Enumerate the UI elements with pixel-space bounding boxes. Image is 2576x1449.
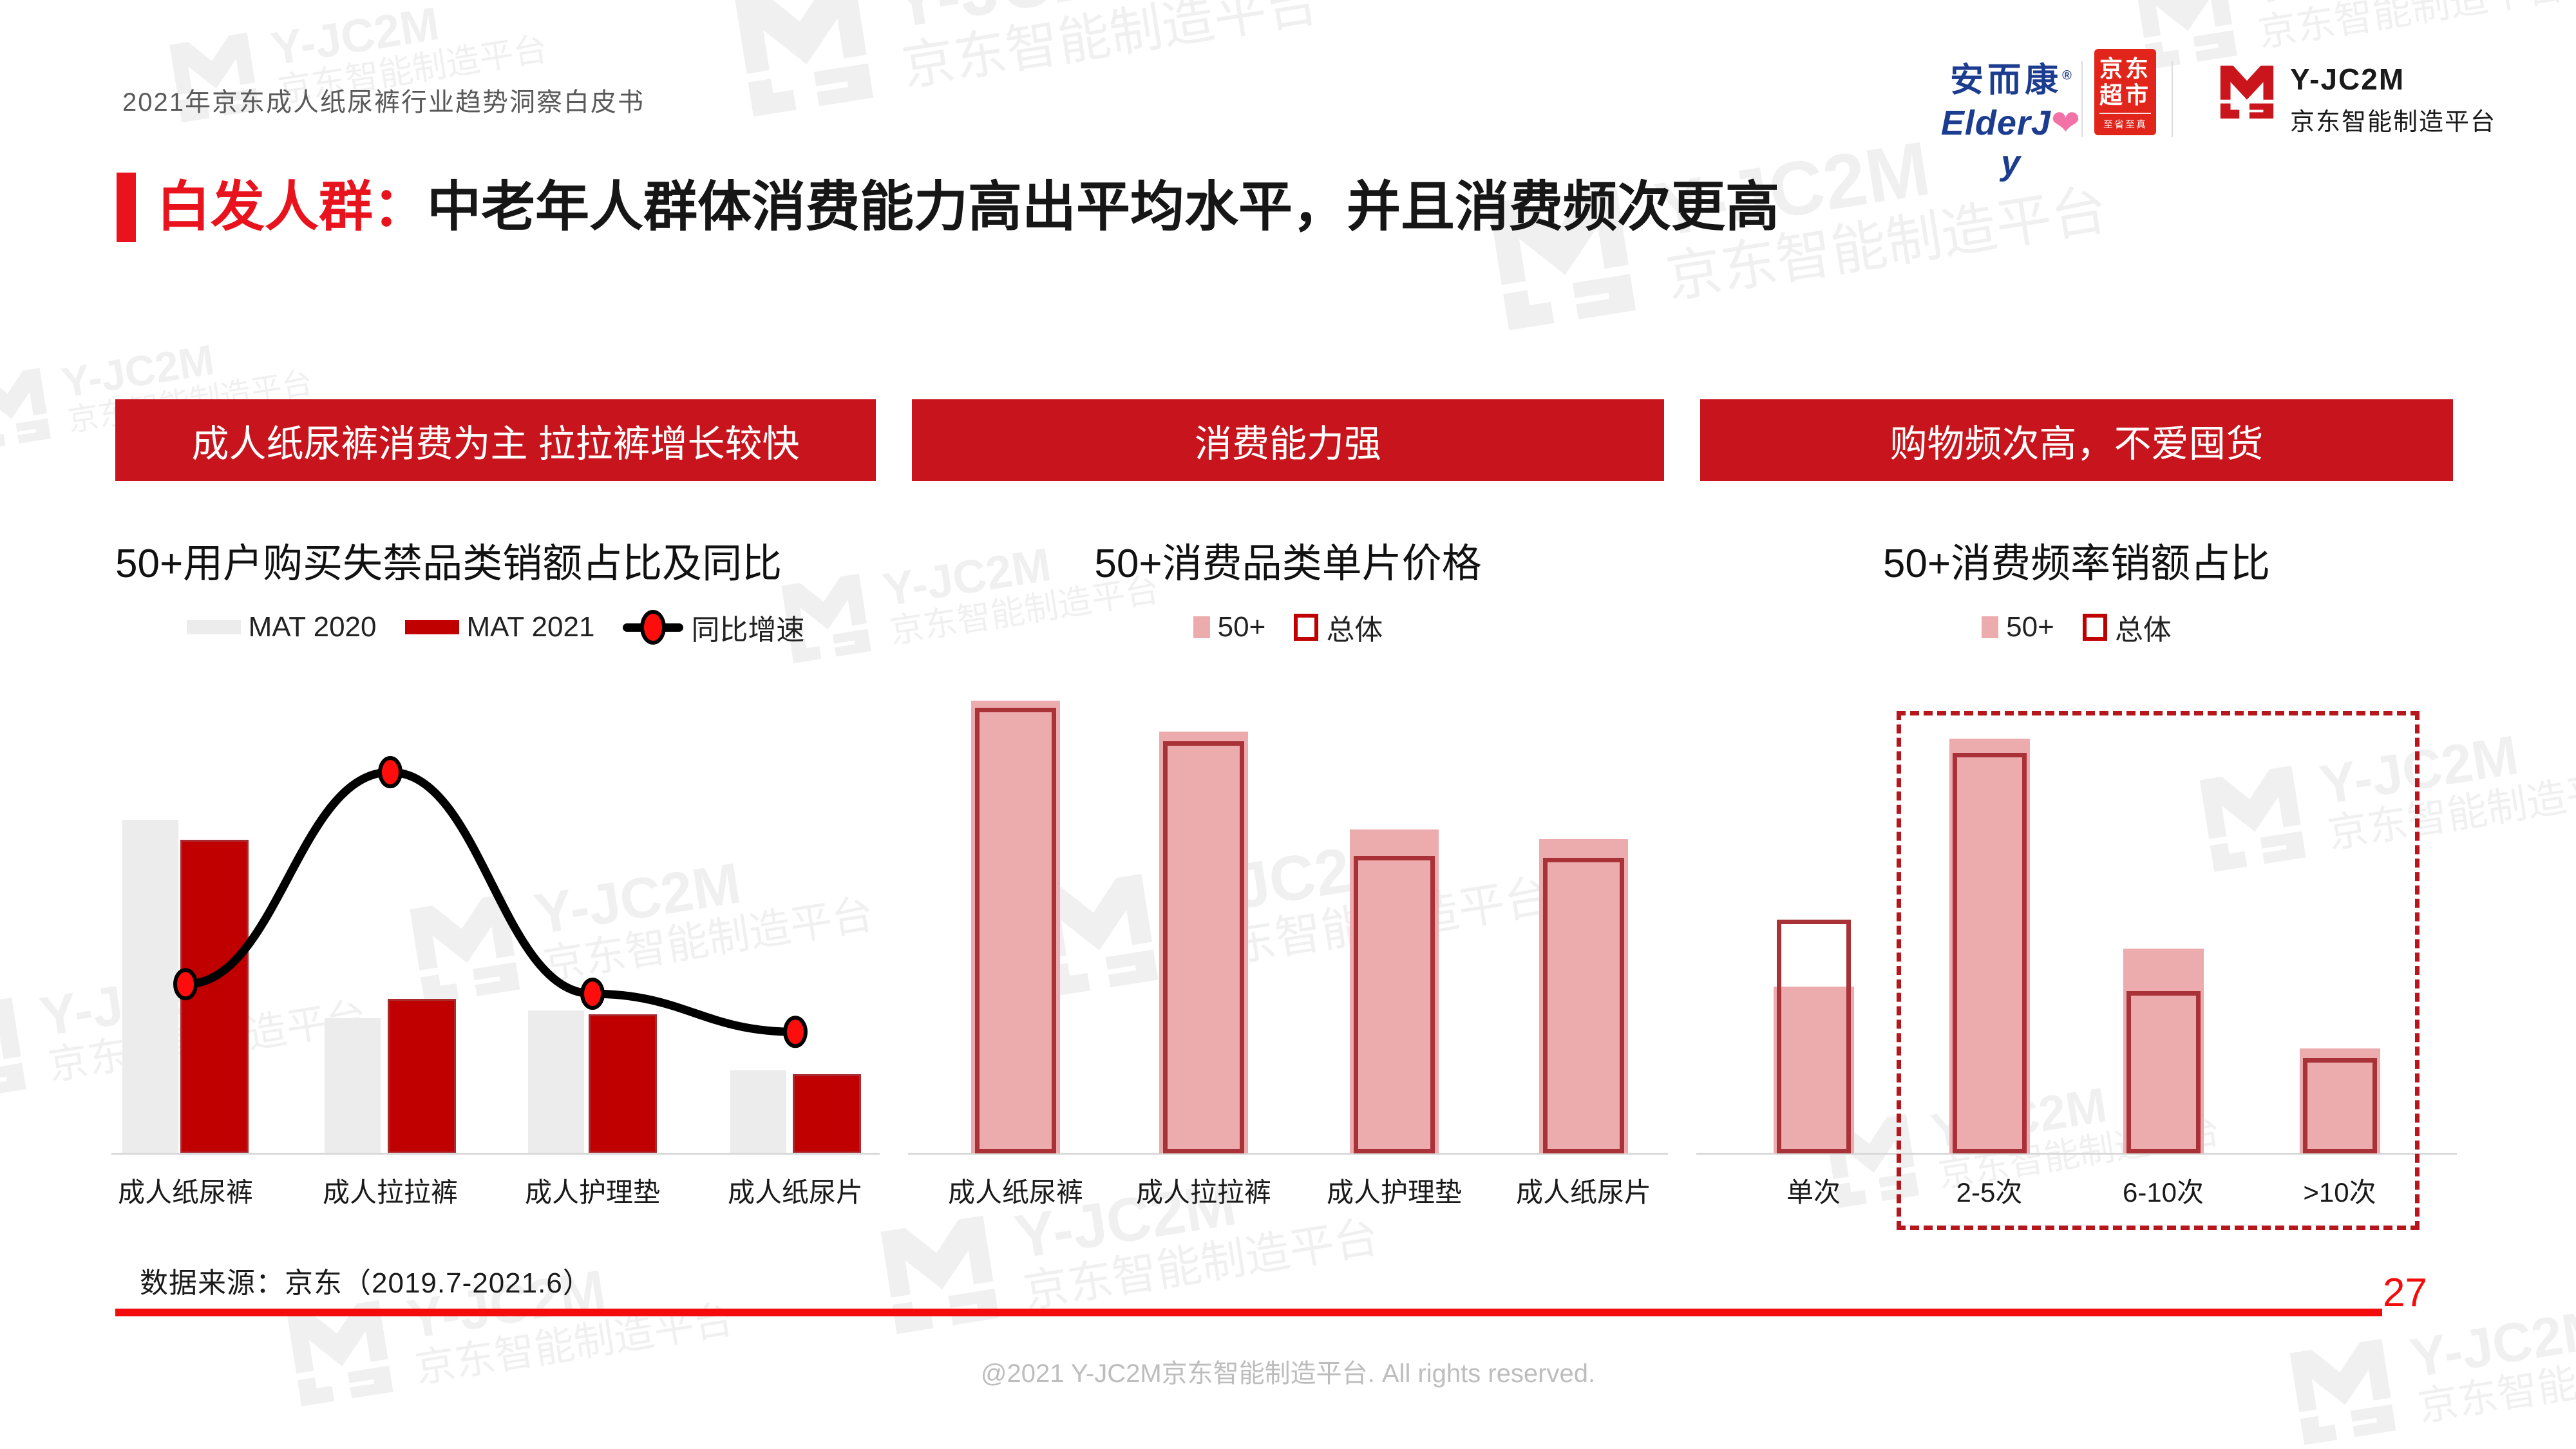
chart1-title: 50+用户购买失禁品类销额占比及同比 [115,542,782,586]
legend-swatch-50plus [1982,616,1999,638]
bar-mat2020 [122,820,178,1153]
bar-50plus [1159,732,1248,1153]
legend-line-icon [623,610,684,645]
bar-mat2020 [325,1018,381,1153]
legend-swatch-overall [1294,614,1319,641]
category-label: 成人护理垫 [1326,1177,1463,1208]
bar-50plus [2123,948,2204,1153]
banner-unit-price: 消费能力强 [912,399,1664,481]
bar-overall [2303,1058,2377,1153]
chart1-legend: MAT 2020 MAT 2021 同比增速 [115,608,876,647]
legend-swatch-50plus [1193,616,1210,638]
bar-50plus [2300,1048,2380,1153]
bar-overall [1163,741,1244,1153]
heading-accent-bar [117,173,136,242]
highlight-dashed-box [1897,711,2420,1230]
elderjoy-cn-label: 安而康® [1950,62,2072,99]
legend-swatch-mat2020 [186,620,241,634]
bar-overall [1953,753,2027,1153]
chart3-title: 50+消费频率销额占比 [1882,542,2271,586]
yjc2m-watermark-logo-icon [0,360,59,457]
chart3-plot [1696,677,2457,1155]
page-title-highlight: 白发人群： [156,176,428,237]
bar-50plus [1350,829,1439,1153]
growth-line-marker [378,756,402,788]
category-label: 成人拉拉裤 [1135,1177,1272,1208]
growth-line-chart [173,756,808,1048]
jd-supermarket-line1: 京东 [2099,55,2151,82]
legend-label-overall: 总体 [1326,614,1383,646]
category-label: 成人纸尿片 [727,1177,864,1208]
category-label: 6-10次 [2122,1177,2204,1208]
category-label: 成人拉拉裤 [322,1177,459,1208]
elderjoy-en-label: ElderJ❤y [1940,104,2081,182]
bar-mat2021 [589,1014,657,1153]
category-label: 成人护理垫 [524,1177,661,1208]
bar-mat2020 [528,1010,584,1153]
category-label: 单次 [1786,1177,1841,1208]
section-frequency: 购物频次高，不爱囤货 50+消费频率销额占比 50+ 总体 单次 2-5次 6-10… [1696,0,2457,1449]
logo-divider [2081,61,2083,137]
page-title: 白发人群：中老年人群体消费能力高出平均水平，并且消费频次更高 [156,169,1779,245]
page-title-text: 中老年人群体消费能力高出平均水平，并且消费频次更高 [427,176,1780,237]
legend-label-growth: 同比增速 [691,614,805,646]
bar-50plus [1949,739,2030,1153]
legend-line-marker-icon [640,610,667,645]
chart1-plot [111,677,880,1155]
legend-label-50plus: 50+ [2006,611,2054,643]
jd-supermarket-line2: 超市 [2099,82,2151,109]
yjc2m-subtitle: 京东智能制造平台 [2290,109,2497,136]
category-label: 成人纸尿裤 [117,1177,254,1208]
bar-50plus [1539,838,1628,1153]
bar-overall [2126,991,2201,1153]
legend-label-50plus: 50+ [1217,611,1266,643]
growth-line-marker [173,968,198,1001]
bar-mat2021 [793,1074,861,1153]
copyright-note: @2021 Y-JC2M京东智能制造平台. All rights reserve… [980,1359,1596,1388]
jd-supermarket-logo: 京东 超市 至省至真 [2094,49,2156,135]
chart2-plot [908,677,1668,1155]
data-source-note: 数据来源：京东（2019.7-2021.6） [140,1267,592,1299]
bar-mat2020 [730,1070,786,1153]
legend-label-overall: 总体 [2114,614,2172,646]
bar-mat2021 [388,998,456,1153]
chart2-category-labels: 成人纸尿裤 成人拉拉裤 成人护理垫 成人纸尿片 [912,1171,1664,1209]
growth-line-marker [783,1016,808,1048]
bar-overall [1354,855,1435,1153]
logo-divider [2172,61,2173,137]
growth-line-marker [580,978,605,1010]
chart2-title: 50+消费品类单片价格 [1094,542,1482,586]
bar-overall [975,708,1056,1153]
registered-mark-icon: ® [2062,68,2072,83]
category-label: 2-5次 [1956,1177,2023,1208]
elderjoy-logo: 安而康® ElderJ❤y [1932,53,2090,183]
page-number: 27 [2383,1271,2427,1315]
yjc2m-watermark-logo-icon [0,987,36,1113]
chart3-category-labels: 单次 2-5次 6-10次 >10次 [1700,1171,2453,1209]
legend-swatch-overall [2082,614,2107,641]
category-label: 成人纸尿片 [1515,1177,1652,1208]
yjc2m-name: Y-JC2M [2290,62,2405,96]
document-title: 2021年京东成人纸尿裤行业趋势洞察白皮书 [122,88,645,117]
section-category-share: 成人纸尿裤消费为主 拉拉裤增长较快 50+用户购买失禁品类销额占比及同比 MAT… [111,0,880,1449]
category-label: 成人纸尿裤 [947,1177,1084,1208]
bar-overall [1543,858,1624,1153]
section-unit-price: 消费能力强 50+消费品类单片价格 50+ 总体 成人纸尿裤 成人拉拉裤 成人护理垫… [908,0,1668,1449]
growth-line [181,768,800,1036]
jd-supermarket-tagline: 至省至真 [2099,112,2151,131]
chart1-category-labels: 成人纸尿裤 成人拉拉裤 成人护理垫 成人纸尿片 [115,1171,876,1209]
legend-label-mat2021: MAT 2021 [466,611,595,643]
yjc2m-logo-text: Y-JC2M 京东智能制造平台 [2290,62,2496,137]
banner-category-share: 成人纸尿裤消费为主 拉拉裤增长较快 [115,399,876,481]
heart-icon: ❤ [2050,104,2081,142]
bar-overall [1777,920,1851,1153]
legend-label-mat2020: MAT 2020 [248,611,377,643]
legend-swatch-mat2021 [404,620,459,634]
footer-rule [115,1309,2382,1316]
chart2-legend: 50+ 总体 [912,608,1664,647]
chart3-legend: 50+ 总体 [1700,608,2453,647]
category-label: >10次 [2303,1177,2376,1208]
banner-frequency: 购物频次高，不爱囤货 [1700,399,2453,481]
